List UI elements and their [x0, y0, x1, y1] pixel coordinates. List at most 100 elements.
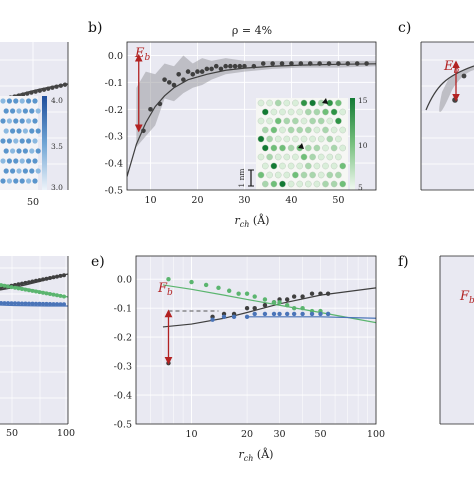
panel-d-data-point	[23, 280, 28, 285]
panel-c-point	[461, 73, 467, 79]
panel-b-lattice-defect	[322, 98, 328, 104]
panel-e-data-point	[284, 297, 290, 302]
panel-a-lattice-dot	[32, 138, 38, 144]
panel-b-fit-curve	[127, 63, 376, 177]
panel-b-data-point	[237, 63, 243, 69]
panel-a-xtick: 50	[27, 197, 39, 208]
panel-b-lattice-dot	[257, 153, 265, 161]
panel-a-lattice-dot	[35, 128, 41, 134]
panel-e-plot-area	[136, 256, 376, 424]
panel-e-data-point	[271, 311, 277, 317]
panel-e-data-point	[300, 294, 305, 299]
panel-e-xtick-label: 30	[273, 429, 285, 440]
panel-b-lattice-dot	[257, 99, 265, 107]
panel-e-yticks: 0.0 -0.1 -0.2 -0.3 -0.4 -0.5	[114, 275, 132, 431]
panel-b-lattice-dot	[339, 162, 347, 170]
panel-b-lattice-dot	[304, 144, 312, 152]
panel-e-data-point	[221, 314, 227, 320]
panel-b-lattice-dot	[335, 153, 342, 161]
panel-b-data-point	[141, 128, 146, 134]
panel-d-data-point	[62, 302, 66, 307]
panel-a-lattice-dot	[35, 108, 41, 114]
panel-e-data-point	[291, 305, 297, 311]
panel-a-lattice-dot	[0, 178, 6, 184]
panel-b-lattice-dot	[279, 144, 286, 152]
panel-e-frame	[135, 255, 377, 425]
panel-e-xticks: 10 20 30 50 100	[185, 429, 385, 440]
panel-b-data-point	[157, 101, 163, 107]
panel-e-data-point	[309, 311, 315, 317]
panel-b-label: b)	[88, 20, 102, 36]
panel-b-lattice-dot	[279, 162, 286, 170]
panel-d-data-point	[6, 284, 10, 289]
panel-b-lattice-dot	[339, 180, 347, 188]
panel-b-lattice-dot	[313, 180, 321, 188]
panel-d-data-point	[55, 274, 59, 279]
panel-a-lattice-dots	[0, 98, 41, 184]
panel-e-data-point	[262, 303, 268, 308]
panel-b-ytick-label: -0.4	[105, 159, 123, 170]
panel-a-data-point	[37, 88, 42, 93]
panel-d-data-point	[27, 288, 31, 293]
panel-a-data-point	[25, 91, 30, 96]
panel-b-lattice-dot	[257, 135, 265, 143]
panel-b-data-point	[162, 77, 167, 82]
panel-b-lattice-dot	[309, 135, 316, 143]
panel-e-data-point	[216, 285, 221, 291]
panel-b-lattice-dot	[330, 180, 338, 188]
panel-d-data-point	[16, 286, 21, 291]
panel-b-data-point	[336, 61, 341, 66]
panel-d-data-point	[62, 294, 66, 299]
panel-a-lattice-dot	[13, 118, 19, 124]
panel-a-lattice-dot	[19, 138, 25, 144]
panel-b-lattice-dot	[317, 171, 325, 179]
panel-d-data-point	[51, 292, 56, 297]
panel-e-data-point	[262, 311, 268, 317]
panel-b-xlabel: rch (Å)	[235, 213, 270, 229]
panel-e-ytick-label: -0.2	[114, 333, 132, 344]
panel-e-xlabel: rch (Å)	[239, 447, 274, 463]
panel-b-xtick-label: 20	[191, 195, 203, 206]
panel-b-lattice-dot	[304, 180, 312, 188]
panel-b-lattice-dot	[292, 153, 299, 161]
panel-b-title: ρ = 4%	[232, 24, 272, 37]
panel-b-data-point	[181, 77, 186, 82]
panel-b-lattice-dot	[309, 153, 316, 161]
panel-d-data-point	[13, 285, 17, 290]
panel-e-data-point	[309, 291, 315, 296]
panel-e-data-point	[189, 279, 194, 285]
panel-a-lattice-dot	[19, 98, 25, 104]
panel-d-data-point	[41, 290, 45, 295]
panel-b-data-point	[326, 61, 332, 66]
panel-b-lattice-dot	[261, 144, 269, 152]
panel-b-lattice-dot	[317, 153, 325, 161]
panel-a-lattice-dot	[26, 158, 32, 164]
panel-d-data-point	[37, 301, 42, 306]
panel-d-data-point	[58, 302, 63, 307]
panel-d-data-point	[2, 301, 7, 306]
panel-c-arrow-label: Eb	[443, 59, 460, 76]
panel-a-lattice-dot	[0, 158, 6, 164]
panel-b-lattice-dot	[283, 99, 291, 107]
panel-a-lattice-dot	[13, 158, 19, 164]
panel-e-ytick-label: 0.0	[117, 275, 132, 286]
panel-d-data-point	[48, 292, 52, 296]
panel-d-data-point	[58, 273, 63, 278]
panel-d-data-point	[30, 301, 35, 306]
panel-e-points	[166, 276, 331, 366]
panel-b-data-point	[190, 71, 196, 77]
panel-b-lattice-dot	[296, 162, 304, 170]
panel-b-data-point	[317, 61, 322, 66]
panel-a-lattice-dot	[3, 168, 9, 174]
panel-b-points	[141, 61, 369, 134]
panel-d-data-point	[9, 285, 14, 290]
panel-a-lattice-dot	[26, 138, 32, 144]
panel-b-lattice-dot	[292, 135, 299, 143]
panel-b-lattice-dot	[296, 126, 304, 134]
panel-a-lattice-dot	[0, 118, 6, 124]
panel-d-data-point	[55, 293, 59, 298]
panel-a-lattice-dot	[0, 98, 6, 104]
panel-a-lattice-dot	[16, 128, 22, 134]
panel-b-lattice-dot	[326, 135, 334, 143]
panel-b-lattice-dot	[283, 153, 291, 161]
